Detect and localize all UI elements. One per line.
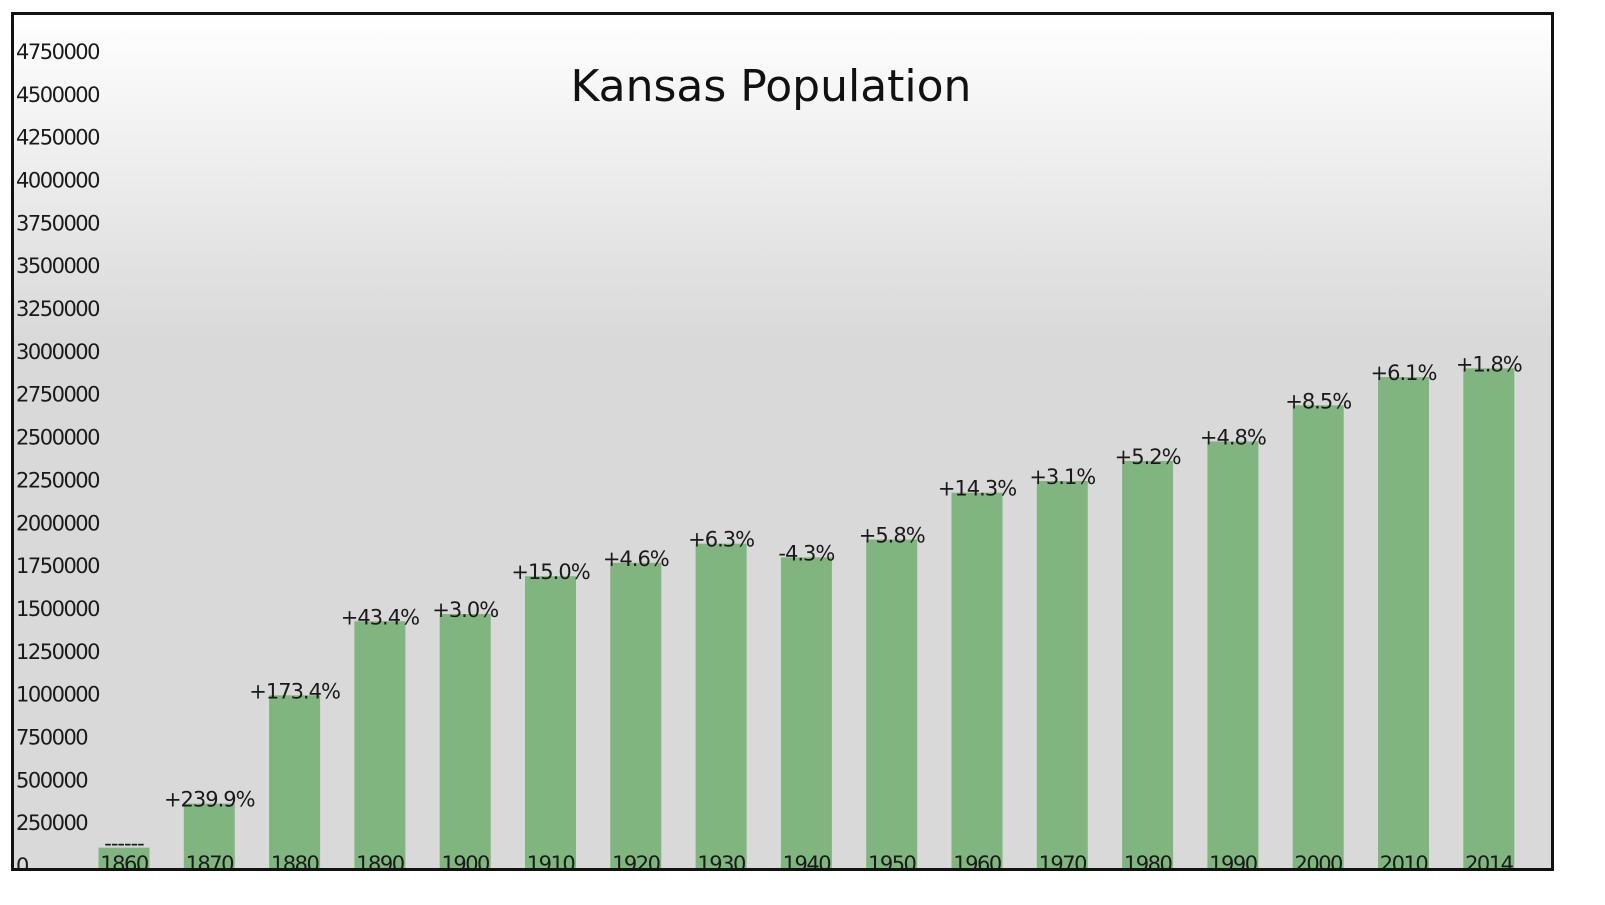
x-tick-label: 1940 xyxy=(783,852,831,868)
bar xyxy=(269,695,321,868)
x-tick-label: 1860 xyxy=(100,852,148,868)
bar-data-label: +5.8% xyxy=(859,523,925,547)
x-tick-label: 2014 xyxy=(1465,852,1514,868)
bar xyxy=(780,557,832,868)
chart-frame: Kansas Population 0 250000 500000 750000 100… xyxy=(11,12,1554,871)
y-tick-label: 3000000 xyxy=(16,340,99,364)
y-tick-label: 3250000 xyxy=(16,297,99,321)
y-tick-label: 500000 xyxy=(16,768,87,792)
x-tick-label: 1960 xyxy=(953,852,1001,868)
y-tick-label: 1750000 xyxy=(16,554,99,578)
bar-data-label: +5.2% xyxy=(1115,445,1181,469)
bars xyxy=(98,368,1515,868)
x-tick-label: 1910 xyxy=(527,852,575,868)
y-tick-label: 1000000 xyxy=(16,683,99,707)
x-tick-label: 1950 xyxy=(868,852,916,868)
y-tick-label: 3750000 xyxy=(16,211,99,235)
bar-data-label: ------ xyxy=(104,832,144,856)
y-tick-label: 3500000 xyxy=(16,254,99,278)
y-axis: 0 250000 500000 750000 1000000 1250000 1500000… xyxy=(16,40,101,868)
y-tick-label: 4750000 xyxy=(16,40,99,64)
bar-data-label: +6.3% xyxy=(688,528,754,552)
y-tick-label: 4250000 xyxy=(16,126,99,150)
bar xyxy=(695,543,747,868)
x-tick-label: 1920 xyxy=(612,852,660,868)
bar-data-label: +14.3% xyxy=(938,477,1016,501)
x-tick-label: 1870 xyxy=(186,852,234,868)
y-tick-label: 0 xyxy=(16,854,28,868)
bar-data-label: +8.5% xyxy=(1285,389,1351,413)
x-tick-label: 1990 xyxy=(1209,852,1257,868)
bar xyxy=(439,614,491,868)
bar-data-label: +15.0% xyxy=(511,560,589,584)
bar xyxy=(183,803,235,868)
bar xyxy=(1207,441,1259,868)
y-tick-label: 250000 xyxy=(16,811,87,835)
bar-data-label: +6.1% xyxy=(1371,361,1437,385)
y-tick-label: 750000 xyxy=(16,725,87,749)
bar-data-label: +3.0% xyxy=(432,598,498,622)
bar xyxy=(1463,368,1515,868)
data-labels: ------ +239.9% +173.4% +43.4% +3.0% +15.0% +4.… xyxy=(104,352,1523,856)
bar xyxy=(354,621,406,868)
x-tick-label: 1890 xyxy=(356,852,404,868)
y-tick-label: 4000000 xyxy=(16,169,99,193)
y-tick-label: 4500000 xyxy=(16,83,99,107)
x-tick-label: 1930 xyxy=(697,852,745,868)
bar-data-label: +43.4% xyxy=(341,605,419,629)
y-tick-label: 2750000 xyxy=(16,383,99,407)
bar-data-label: +173.4% xyxy=(249,679,340,703)
bar xyxy=(98,847,150,868)
bar xyxy=(1122,460,1174,868)
bar xyxy=(1378,377,1429,868)
bar-chart: Kansas Population 0 250000 500000 750000 100… xyxy=(14,15,1551,868)
bar-data-label: +3.1% xyxy=(1029,465,1095,489)
y-tick-label: 1250000 xyxy=(16,640,99,664)
bar xyxy=(1036,481,1088,868)
x-tick-label: 2010 xyxy=(1380,852,1428,868)
x-tick-label: 1880 xyxy=(271,852,319,868)
x-tick-label: 1980 xyxy=(1124,852,1172,868)
y-tick-label: 2500000 xyxy=(16,426,99,450)
y-tick-label: 1500000 xyxy=(16,597,99,621)
x-tick-label: 2000 xyxy=(1294,852,1342,868)
bar xyxy=(610,562,662,868)
x-tick-label: 1970 xyxy=(1039,852,1087,868)
bar-data-label: +4.8% xyxy=(1200,425,1266,449)
bar xyxy=(866,539,918,868)
y-tick-label: 2000000 xyxy=(16,511,99,535)
bar-data-label: +1.8% xyxy=(1456,352,1522,376)
bar xyxy=(525,576,576,868)
bar xyxy=(951,492,1003,868)
y-tick-label: 2250000 xyxy=(16,468,99,492)
x-axis: 1860 1870 1880 1890 1900 1910 1920 1930 1940 1950… xyxy=(100,852,1515,868)
x-tick-label: 1900 xyxy=(441,852,489,868)
bar xyxy=(1292,405,1344,868)
bar-data-label: +239.9% xyxy=(164,788,255,812)
chart-title: Kansas Population xyxy=(571,61,972,112)
bar-data-label: -4.3% xyxy=(778,541,834,565)
bar-data-label: +4.6% xyxy=(603,547,669,571)
